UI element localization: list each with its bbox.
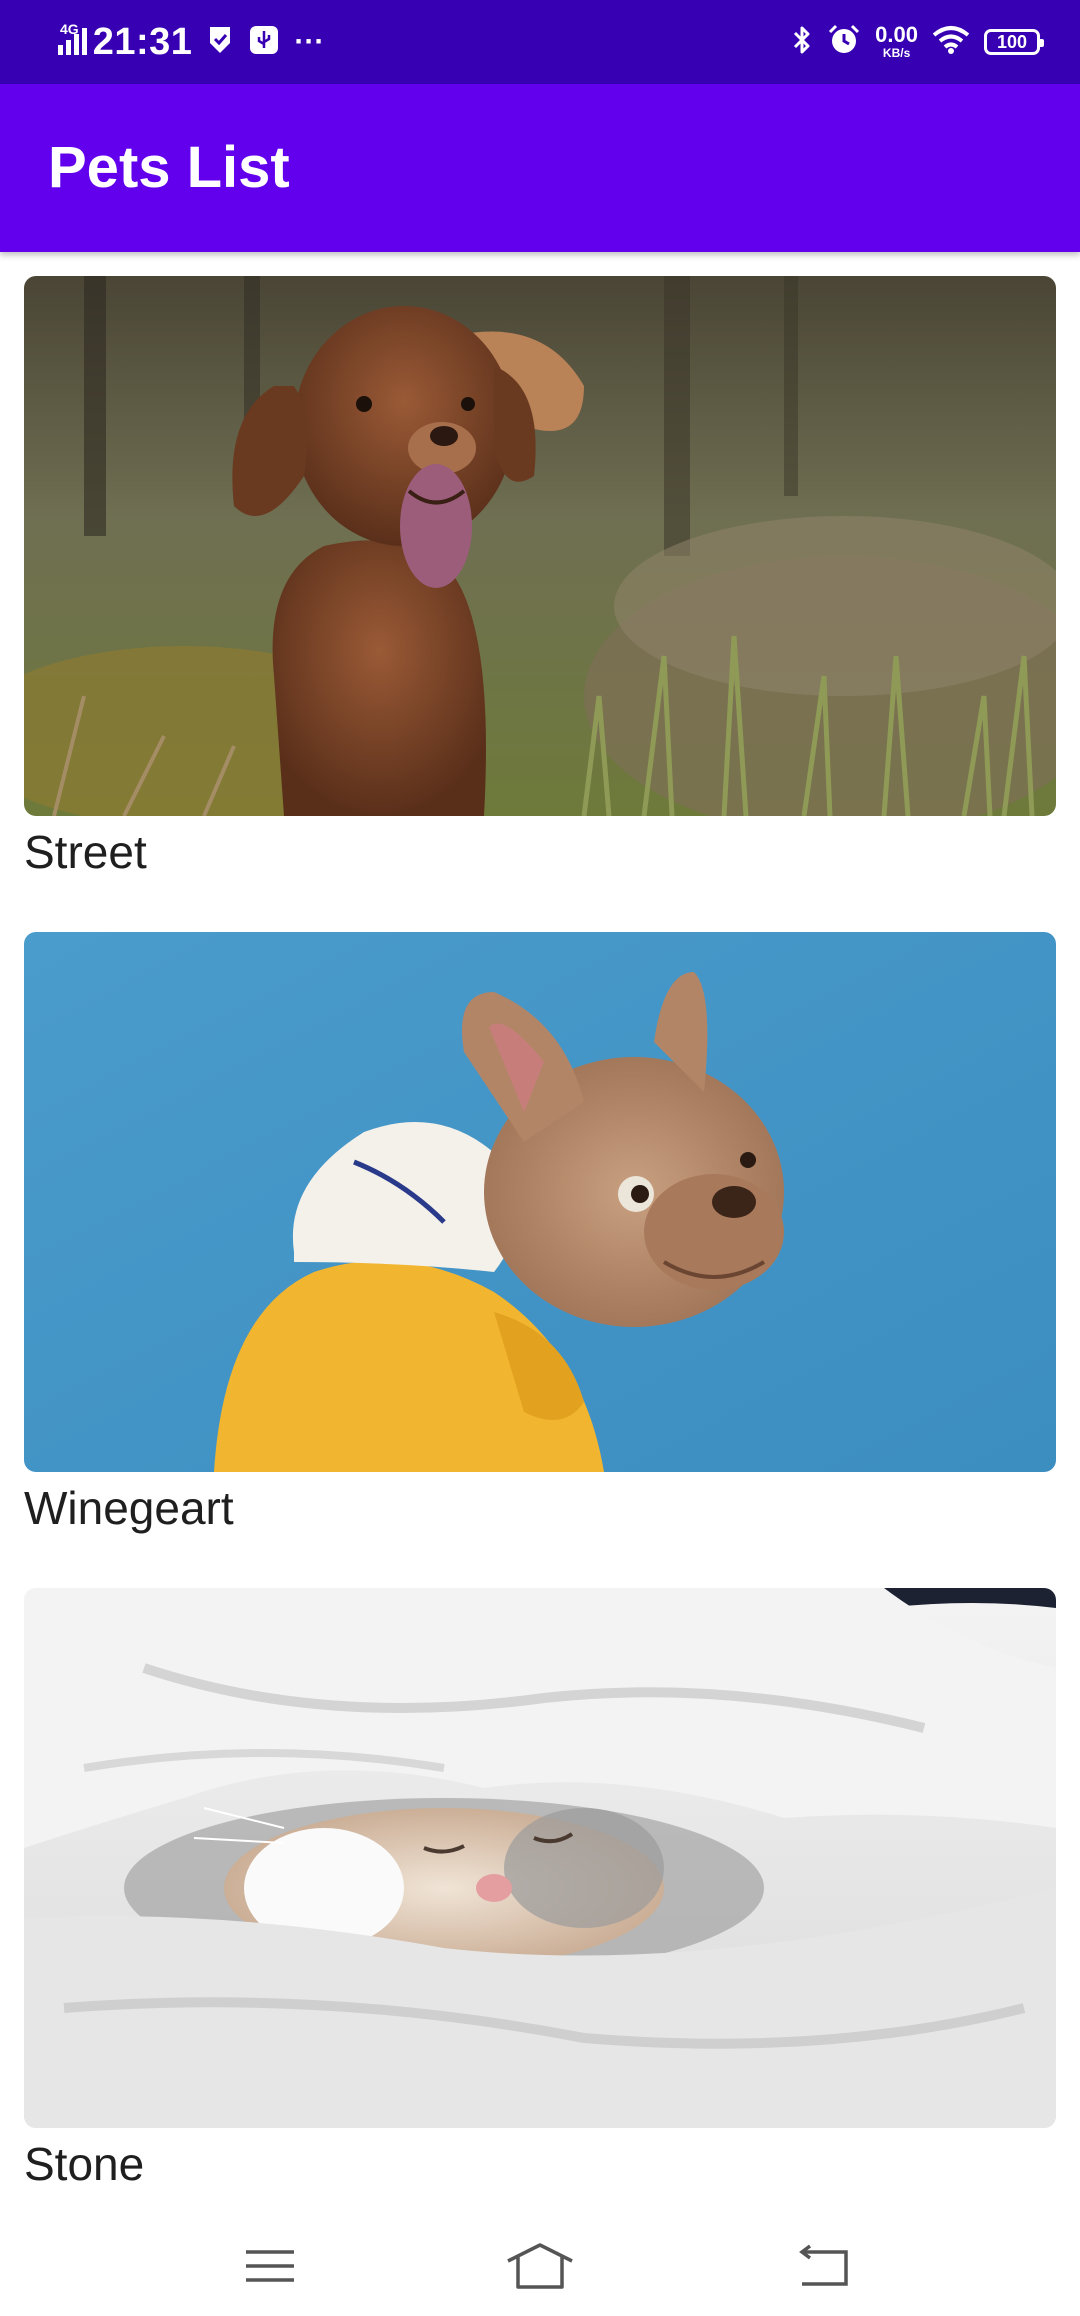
page-title: Pets List xyxy=(48,135,290,200)
alarm-icon xyxy=(827,23,861,62)
wifi-icon xyxy=(932,25,970,60)
pet-card[interactable]: Street xyxy=(24,276,1056,880)
more-notifications-icon: ··· xyxy=(294,25,325,58)
network-type: 4G xyxy=(60,21,79,37)
shield-icon xyxy=(206,24,234,61)
pet-photo-cat-blanket xyxy=(24,1588,1056,2128)
pet-name: Winegeart xyxy=(24,1482,234,1534)
pet-card[interactable]: Winegeart xyxy=(24,932,1056,1536)
pet-photo-dog-field xyxy=(24,276,1056,816)
app-bar: Pets List xyxy=(0,84,1080,252)
bluetooth-icon xyxy=(791,23,813,62)
home-button[interactable] xyxy=(492,2228,588,2308)
signal-icon xyxy=(56,23,92,62)
speed-value: 0.00 xyxy=(875,22,918,47)
back-icon xyxy=(796,2244,852,2293)
network-speed: 0.00 KB/s xyxy=(875,22,918,61)
home-icon xyxy=(504,2241,576,2296)
speed-unit: KB/s xyxy=(882,46,911,60)
pet-name: Street xyxy=(24,826,147,878)
pet-name: Stone xyxy=(24,2138,145,2190)
back-button[interactable] xyxy=(776,2228,872,2308)
status-bar: 4G 21:31 ··· xyxy=(0,0,1080,84)
pet-card[interactable]: Stone xyxy=(24,1588,1056,2192)
system-nav-bar xyxy=(0,2216,1080,2316)
status-time: 21:31 xyxy=(92,20,193,63)
usb-icon xyxy=(248,24,280,61)
menu-icon xyxy=(244,2246,296,2291)
menu-button[interactable] xyxy=(222,2228,318,2308)
pet-photo-bulldog xyxy=(24,932,1056,1472)
battery-indicator: 100 xyxy=(984,29,1044,55)
